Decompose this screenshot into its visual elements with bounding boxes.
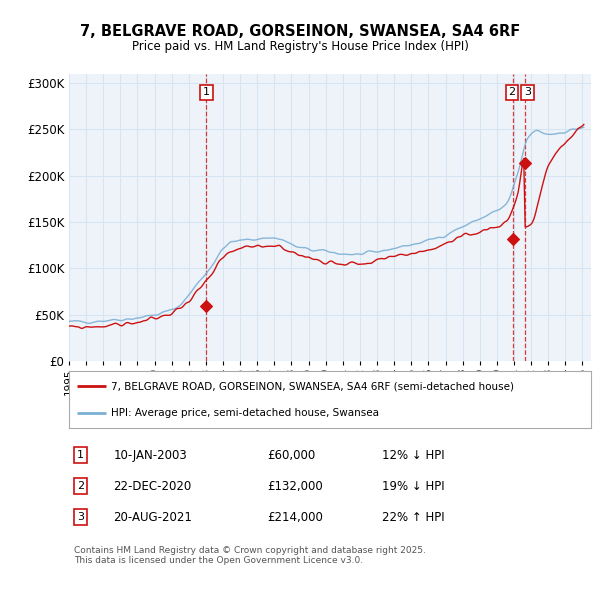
Text: 12% ↓ HPI: 12% ↓ HPI [382, 448, 445, 461]
Text: 1: 1 [77, 450, 84, 460]
Point [202, 301, 211, 310]
Text: 20-AUG-2021: 20-AUG-2021 [113, 511, 192, 524]
Text: 7, BELGRAVE ROAD, GORSEINON, SWANSEA, SA4 6RF: 7, BELGRAVE ROAD, GORSEINON, SWANSEA, SA… [80, 24, 520, 38]
Text: 2: 2 [77, 481, 84, 491]
Text: 7, BELGRAVE ROAD, GORSEINON, SWANSEA, SA4 6RF (semi-detached house): 7, BELGRAVE ROAD, GORSEINON, SWANSEA, SA… [111, 381, 514, 391]
Text: 19% ↓ HPI: 19% ↓ HPI [382, 480, 445, 493]
Text: 10-JAN-2003: 10-JAN-2003 [113, 448, 187, 461]
Text: 3: 3 [524, 87, 531, 97]
Text: 1: 1 [203, 87, 210, 97]
Text: 22-DEC-2020: 22-DEC-2020 [113, 480, 191, 493]
Text: 2: 2 [509, 87, 515, 97]
Text: Price paid vs. HM Land Registry's House Price Index (HPI): Price paid vs. HM Land Registry's House … [131, 40, 469, 53]
Text: Contains HM Land Registry data © Crown copyright and database right 2025.
This d: Contains HM Land Registry data © Crown c… [74, 546, 426, 565]
Text: 3: 3 [77, 512, 84, 522]
Text: 22% ↑ HPI: 22% ↑ HPI [382, 511, 445, 524]
Point [509, 234, 518, 244]
Text: HPI: Average price, semi-detached house, Swansea: HPI: Average price, semi-detached house,… [111, 408, 379, 418]
Text: £132,000: £132,000 [268, 480, 323, 493]
Point [520, 158, 530, 168]
Text: £60,000: £60,000 [268, 448, 316, 461]
Text: £214,000: £214,000 [268, 511, 323, 524]
